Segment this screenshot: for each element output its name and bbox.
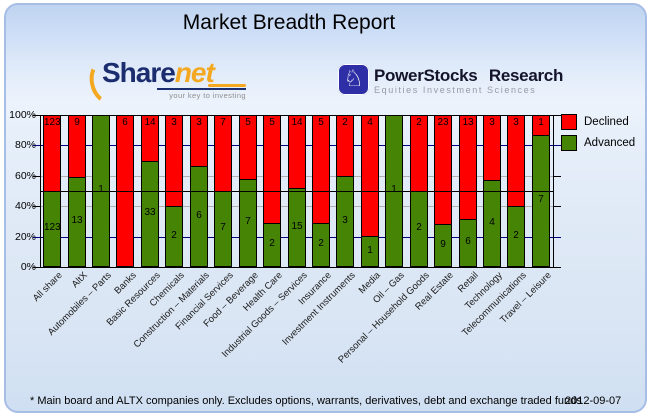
reference-line <box>40 267 554 268</box>
footer-date: 2012-09-07 <box>565 395 622 407</box>
sharenet-wordmark: Sharenet <box>102 57 215 89</box>
advanced-value-label: 1 <box>98 184 104 195</box>
advanced-value-label: 123 <box>44 222 61 233</box>
y-axis-tick-label: 100% <box>9 109 36 121</box>
y-axis-tick-label: 60% <box>14 170 36 182</box>
declined-value-label: 5 <box>245 117 251 128</box>
right-axis-line <box>553 115 554 267</box>
knight-icon: ♘ <box>338 64 369 95</box>
declined-value-label: 3 <box>196 117 202 128</box>
declined-value-label: 2 <box>342 117 348 128</box>
declined-value-label: 5 <box>318 117 324 128</box>
declined-value-label: 123 <box>44 117 61 128</box>
declined-value-label: 14 <box>144 117 156 128</box>
y-axis-tick <box>554 145 561 146</box>
legend-label: Declined <box>584 116 629 128</box>
advanced-value-label: 6 <box>196 210 202 221</box>
footer-disclaimer: * Main board and ALTX companies only. Ex… <box>30 395 582 407</box>
y-axis-tick <box>33 206 40 207</box>
y-axis-tick <box>33 145 40 146</box>
y-axis-tick <box>33 115 40 116</box>
declined-value-label: 3 <box>513 117 519 128</box>
y-axis-tick <box>554 206 561 207</box>
bar-segment-declined <box>362 116 378 237</box>
advanced-value-label: 3 <box>342 215 348 226</box>
advanced-value-label: 2 <box>171 230 177 241</box>
declined-value-label: 4 <box>367 117 373 128</box>
y-axis-tick-label: 40% <box>14 200 36 212</box>
advanced-value-label: 9 <box>440 239 446 250</box>
advanced-value-label: 1 <box>391 184 397 195</box>
declined-value-label: 23 <box>437 117 449 128</box>
declined-value-label: 1 <box>538 117 544 128</box>
y-axis-tick <box>554 176 561 177</box>
declined-value-label: 5 <box>269 117 275 128</box>
y-axis-tick <box>33 267 40 268</box>
y-axis-tick <box>33 176 40 177</box>
legend-label: Advanced <box>584 137 636 149</box>
advanced-value-label: 1 <box>367 245 373 256</box>
bar-segment-declined <box>460 116 476 220</box>
advanced-value-label: 4 <box>489 217 495 228</box>
advanced-value-label: 2 <box>416 222 422 233</box>
sharenet-underline <box>157 88 246 90</box>
y-axis-tick <box>554 237 561 238</box>
bar-segment-declined <box>191 116 207 167</box>
sharenet-word-share: Share <box>102 57 176 88</box>
legend-item: Advanced <box>561 135 635 151</box>
legend-swatch-icon <box>561 114 577 130</box>
advanced-value-label: 15 <box>291 221 303 232</box>
powerstocks-title: PowerStocks Research <box>374 66 564 85</box>
bar-segment-declined <box>533 116 549 136</box>
bar-segment-declined <box>264 116 280 224</box>
advanced-value-label: 2 <box>269 238 275 249</box>
bar-segment-declined <box>435 116 451 225</box>
y-axis-tick <box>33 237 40 238</box>
reference-line <box>40 115 554 116</box>
advanced-value-label: 7 <box>538 194 544 205</box>
bar-segment-declined <box>240 116 256 180</box>
declined-value-label: 6 <box>122 117 128 128</box>
declined-value-label: 2 <box>416 117 422 128</box>
powerstocks-subtitle: Equities Investment Sciences <box>374 85 537 95</box>
bar-segment-declined <box>166 116 182 207</box>
declined-value-label: 14 <box>291 117 303 128</box>
bar-segment-declined <box>313 116 329 224</box>
bar-segment-declined <box>69 116 85 178</box>
declined-value-label: 9 <box>74 117 80 128</box>
bar-segment-declined <box>337 116 353 177</box>
y-axis-tick-label: 0% <box>20 261 36 273</box>
legend-item: Declined <box>561 114 635 130</box>
sharenet-tagline: your key to investing <box>169 91 246 100</box>
declined-value-label: 13 <box>462 117 474 128</box>
sharenet-swoosh <box>208 84 246 87</box>
advanced-value-label: 6 <box>465 236 471 247</box>
sharenet-word-net: net <box>174 57 215 88</box>
y-axis-tick-label: 80% <box>14 139 36 151</box>
bar-segment-declined <box>484 116 500 181</box>
advanced-value-label: 13 <box>71 215 83 226</box>
declined-value-label: 3 <box>171 117 177 128</box>
advanced-value-label: 7 <box>245 216 251 227</box>
advanced-value-label: 33 <box>144 207 156 218</box>
advanced-value-label: 2 <box>513 230 519 241</box>
bar-segment-declined <box>508 116 524 207</box>
bar-segment-declined <box>142 116 158 162</box>
legend-swatch-icon <box>561 135 577 151</box>
y-axis-tick <box>554 267 561 268</box>
y-axis-tick-label: 20% <box>14 231 36 243</box>
y-axis-line <box>40 115 41 267</box>
advanced-value-label: 2 <box>318 238 324 249</box>
page-title: Market Breadth Report <box>182 11 396 34</box>
reference-line <box>40 191 554 192</box>
chart-legend: Declined Advanced <box>561 114 635 156</box>
declined-value-label: 7 <box>220 117 226 128</box>
bar-segment-declined <box>289 116 305 189</box>
declined-value-label: 3 <box>489 117 495 128</box>
y-axis-tick <box>554 115 561 116</box>
advanced-value-label: 7 <box>220 222 226 233</box>
